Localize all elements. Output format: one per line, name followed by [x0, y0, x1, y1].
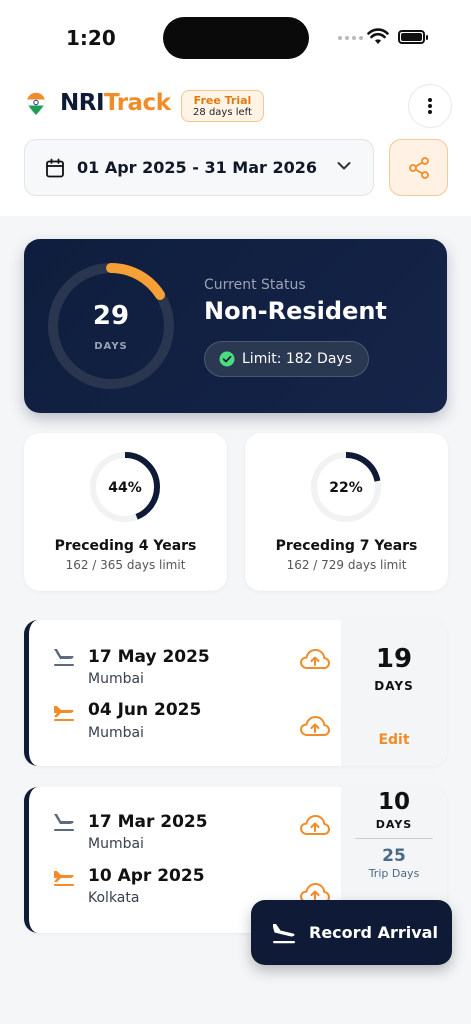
- date-range-text: 01 Apr 2025 - 31 Mar 2026: [77, 158, 317, 177]
- status-time: 1:20: [66, 26, 116, 50]
- share-button[interactable]: [389, 139, 448, 196]
- divider: [355, 838, 433, 839]
- trip-days-label: DAYS: [374, 679, 414, 693]
- cloud-upload-icon[interactable]: [299, 881, 331, 905]
- edit-trip-link[interactable]: Edit: [378, 732, 410, 748]
- preceding-4-years-percent: 44%: [108, 480, 142, 496]
- flight-arrival-icon: [54, 871, 74, 886]
- record-arrival-button[interactable]: Record Arrival: [251, 900, 452, 965]
- flight-land-icon: [273, 923, 295, 943]
- preceding-7-years-ring: [311, 452, 381, 522]
- limit-text: Limit: 182 Days: [242, 351, 352, 367]
- preceding-7-years-card: 22% Preceding 7 Years 162 / 729 days lim…: [245, 433, 448, 591]
- preceding-7-years-sub: 162 / 729 days limit: [286, 558, 407, 572]
- current-status-label: Current Status: [204, 277, 306, 293]
- brand-logo: NRITrack: [60, 90, 171, 116]
- trial-days-left: 28 days left: [193, 107, 252, 118]
- trip-days-label: DAYS: [375, 818, 413, 831]
- days-count: 29: [92, 301, 130, 331]
- more-options-button[interactable]: [408, 84, 452, 128]
- trip-summary: 19 DAYS Edit: [341, 620, 447, 766]
- arrival-date: 04 Jun 2025: [88, 700, 202, 720]
- wifi-icon: [367, 28, 389, 44]
- total-trip-days-label: Trip Days: [368, 867, 420, 880]
- preceding-4-years-ring: [90, 452, 160, 522]
- arrival-city: Mumbai: [88, 725, 144, 741]
- flight-departure-icon: [54, 649, 74, 666]
- trial-title: Free Trial: [193, 94, 252, 107]
- preceding-7-years-title: Preceding 7 Years: [275, 538, 418, 554]
- departure-date: 17 May 2025: [88, 647, 210, 667]
- cloud-upload-icon[interactable]: [299, 813, 331, 837]
- share-icon: [408, 156, 429, 179]
- departure-city: Mumbai: [88, 836, 144, 852]
- arrival-date: 10 Apr 2025: [88, 866, 205, 886]
- preceding-7-years-percent: 22%: [329, 480, 363, 496]
- flight-departure-icon: [54, 814, 74, 831]
- current-status-value: Non-Resident: [204, 297, 387, 325]
- more-vertical-icon: [428, 98, 432, 114]
- check-circle-icon: [219, 351, 235, 367]
- preceding-4-years-title: Preceding 4 Years: [54, 538, 197, 554]
- cloud-upload-icon[interactable]: [299, 647, 331, 671]
- cloud-upload-icon[interactable]: [299, 714, 331, 738]
- current-status-card: 29 DAYS Current Status Non-Resident Limi…: [24, 239, 447, 413]
- chevron-down-icon: [337, 162, 351, 170]
- trip-days-count: 10: [377, 789, 410, 815]
- india-flag-pin-icon: [26, 92, 46, 116]
- flight-arrival-icon: [54, 706, 74, 721]
- trip-days-count: 19: [375, 644, 413, 674]
- preceding-4-years-card: 44% Preceding 4 Years 162 / 365 days lim…: [24, 433, 227, 591]
- limit-pill: Limit: 182 Days: [204, 341, 369, 377]
- total-trip-days-count: 25: [382, 846, 406, 866]
- departure-city: Mumbai: [88, 671, 144, 687]
- record-arrival-label: Record Arrival: [309, 923, 438, 942]
- departure-date: 17 Mar 2025: [88, 812, 208, 832]
- trip-card[interactable]: 17 May 2025 Mumbai 04 Jun 2025 Mumbai 19…: [24, 620, 447, 766]
- days-progress-ring: [48, 263, 174, 389]
- calendar-icon: [46, 158, 64, 178]
- arrival-city: Kolkata: [88, 890, 140, 906]
- days-label: DAYS: [94, 341, 128, 352]
- preceding-4-years-sub: 162 / 365 days limit: [65, 558, 186, 572]
- free-trial-badge: Free Trial 28 days left: [181, 90, 264, 122]
- signal-icon: [338, 36, 363, 40]
- date-range-selector[interactable]: 01 Apr 2025 - 31 Mar 2026: [24, 139, 374, 196]
- dynamic-island: [163, 17, 309, 59]
- battery-icon: [398, 30, 428, 44]
